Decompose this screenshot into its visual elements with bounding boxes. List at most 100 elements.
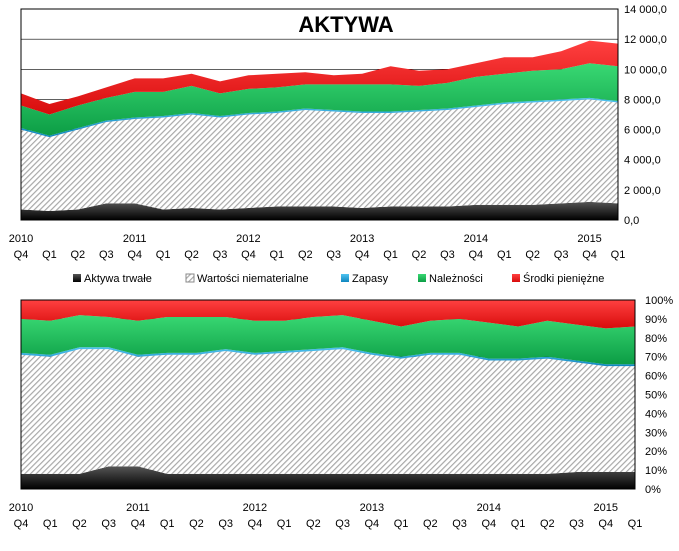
x-tick-label: Q3 — [440, 249, 455, 261]
x-tick-label: Q4 — [481, 518, 496, 530]
x-tick-label: Q3 — [452, 518, 467, 530]
area-intangibles — [21, 349, 635, 474]
year-label: 2011 — [123, 233, 147, 245]
x-tick-label: Q4 — [14, 518, 29, 530]
x-tick-label: Q1 — [383, 249, 398, 261]
x-tick-label: Q2 — [189, 518, 204, 530]
x-tick-label: Q4 — [598, 518, 613, 530]
x-tick-label: Q3 — [569, 518, 584, 530]
x-tick-label: Q3 — [335, 518, 350, 530]
x-axis-tick-labels: Q4 Q1 Q2 Q3 Q4 Q1 Q2 Q3 Q4 Q1 Q2 Q3 Q4 Q1 Q2 Q3 Q4 Q1 Q2 Q3… — [9, 233, 626, 261]
year-label: 2013 — [360, 502, 384, 514]
x-tick-label: Q2 — [412, 249, 427, 261]
x-tick-label: Q4 — [582, 249, 597, 261]
area-cash — [21, 300, 635, 329]
assets-value-chart: AKTYWA 0,0 2 000,0 4 000,0 6 000,0 8 000,0 10… — [9, 4, 667, 261]
y-axis-tick-labels: 0,0 2 000,0 4 000,0 6 000,0 8 000,0 10 000,0 1… — [624, 4, 667, 227]
area-fixed-assets — [21, 466, 635, 489]
year-label: 2014 — [464, 233, 488, 245]
year-label: 2013 — [350, 233, 374, 245]
x-tick-label: Q2 — [298, 249, 313, 261]
y-tick-label: 60% — [645, 371, 667, 383]
year-label: 2012 — [243, 502, 267, 514]
y-tick-label: 0% — [645, 484, 661, 496]
x-tick-label: Q2 — [525, 249, 540, 261]
x-tick-label: Q1 — [497, 249, 512, 261]
year-label: 2010 — [9, 502, 33, 514]
year-label: 2012 — [236, 233, 260, 245]
red-square-icon — [512, 274, 520, 282]
x-tick-label: Q1 — [611, 249, 626, 261]
x-tick-label: Q1 — [42, 249, 57, 261]
legend-entry-label: Zapasy — [352, 273, 389, 285]
x-tick-label: Q3 — [554, 249, 569, 261]
title-background — [292, 12, 400, 38]
y-tick-label: 100% — [645, 295, 673, 307]
x-tick-label: Q3 — [99, 249, 114, 261]
area-inventory — [21, 347, 635, 367]
y-tick-label: 50% — [645, 390, 667, 402]
black-square-icon — [73, 274, 81, 282]
blue-square-icon — [341, 274, 349, 282]
y-tick-label: 10% — [645, 465, 667, 477]
legend-entry-label: Wartości niematerialne — [197, 273, 308, 285]
x-tick-label: Q4 — [127, 249, 142, 261]
chart-title: AKTYWA — [298, 12, 393, 37]
y-tick-label: 90% — [645, 314, 667, 326]
x-tick-label: Q3 — [326, 249, 341, 261]
y-tick-label: 12 000,0 — [624, 34, 667, 46]
x-tick-label: Q4 — [241, 249, 256, 261]
x-tick-label: Q2 — [306, 518, 321, 530]
x-axis-tick-labels: Q4 Q1 Q2 Q3 Q4 Q1 Q2 Q3 Q4 Q1 Q2 Q3 Q4 Q1 Q2 Q3 Q4 Q1 Q2 Q3… — [9, 502, 643, 530]
year-label: 2014 — [477, 502, 501, 514]
x-tick-label: Q4 — [14, 249, 29, 261]
x-tick-label: Q3 — [101, 518, 116, 530]
x-tick-label: Q4 — [469, 249, 484, 261]
y-tick-label: 14 000,0 — [624, 4, 667, 16]
x-tick-label: Q1 — [394, 518, 409, 530]
area-cash — [21, 40, 618, 115]
x-tick-label: Q1 — [43, 518, 58, 530]
x-tick-label: Q2 — [423, 518, 438, 530]
x-tick-label: Q1 — [160, 518, 175, 530]
x-tick-label: Q1 — [270, 249, 285, 261]
x-tick-label: Q1 — [628, 518, 643, 530]
x-tick-label: Q2 — [72, 518, 87, 530]
x-tick-label: Q4 — [248, 518, 263, 530]
x-tick-label: Q4 — [131, 518, 146, 530]
x-tick-label: Q2 — [71, 249, 86, 261]
y-tick-label: 4 000,0 — [624, 155, 661, 167]
x-tick-label: Q1 — [277, 518, 292, 530]
stacked-areas — [21, 300, 635, 489]
legend-entry-label: Aktywa trwałe — [84, 273, 152, 285]
legend-entry-label: Środki pieniężne — [523, 272, 604, 285]
y-tick-label: 2 000,0 — [624, 185, 661, 197]
area-receivables — [21, 315, 635, 365]
area-intangibles — [21, 99, 618, 211]
y-tick-label: 30% — [645, 427, 667, 439]
hatched-square-icon — [185, 273, 195, 283]
legend: Aktywa trwałe Wartości niematerialne Zapas… — [73, 272, 604, 285]
legend-entry-label: Należności — [429, 273, 483, 285]
x-tick-label: Q1 — [511, 518, 526, 530]
area-fixed-assets — [21, 201, 618, 220]
green-square-icon — [418, 274, 426, 282]
y-tick-label: 6 000,0 — [624, 125, 661, 137]
x-tick-label: Q4 — [365, 518, 380, 530]
assets-share-chart: 0% 10% 20% 30% 40% 50% 60% 70% 80% 90% 100% Q4 Q1 Q2… — [9, 295, 674, 530]
year-label: 2015 — [594, 502, 618, 514]
year-label: 2010 — [9, 233, 33, 245]
x-tick-label: Q4 — [355, 249, 370, 261]
y-tick-label: 70% — [645, 352, 667, 364]
year-label: 2015 — [577, 233, 601, 245]
y-tick-label: 40% — [645, 408, 667, 420]
x-tick-label: Q2 — [184, 249, 199, 261]
x-tick-label: Q3 — [218, 518, 233, 530]
x-tick-label: Q3 — [213, 249, 228, 261]
y-tick-label: 10 000,0 — [624, 64, 667, 76]
x-tick-label: Q2 — [540, 518, 555, 530]
y-tick-label: 0,0 — [624, 215, 639, 227]
stacked-areas — [21, 40, 618, 220]
y-tick-label: 8 000,0 — [624, 94, 661, 106]
